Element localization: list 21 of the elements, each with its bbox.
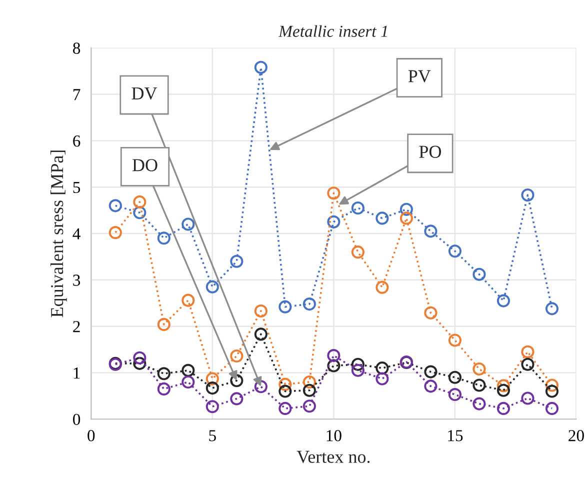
y-tick-label: 5 xyxy=(73,182,80,194)
annotation: DO xyxy=(132,159,158,172)
x-tick-label: 5 xyxy=(209,430,216,442)
y-tick-label: 1 xyxy=(74,368,80,379)
y-tick-label: 4 xyxy=(72,228,80,240)
x-tick-label: 15 xyxy=(448,430,463,442)
annotation: DV xyxy=(132,87,158,100)
y-tick-label: 0 xyxy=(73,414,80,426)
y-tick-label: 8 xyxy=(73,42,80,54)
y-tick-label: 6 xyxy=(73,135,80,147)
x-tick-label: 20 xyxy=(568,430,584,442)
x-tick-label: 10 xyxy=(326,430,342,442)
y-tick-label: 2 xyxy=(73,321,80,332)
y-axis-title: Equivalent sress [MPa] xyxy=(50,150,67,318)
annotation: PV xyxy=(408,70,431,82)
y-tick-label: 3 xyxy=(73,274,80,286)
x-tick-label: 0 xyxy=(88,430,95,442)
y-tick-label: 7 xyxy=(73,89,80,100)
x-axis-title: Vertex no. xyxy=(296,450,370,464)
chart-title: Metallic insert 1 xyxy=(278,25,387,37)
annotation: PO xyxy=(419,146,442,158)
